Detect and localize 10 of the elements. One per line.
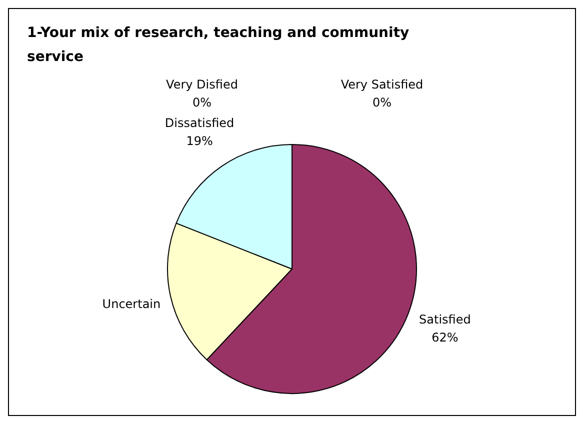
category-label: Very Disfied (166, 78, 238, 92)
data-label: 62% (432, 330, 458, 345)
chart-title: 1-Your mix of research, teaching and community service (26, 24, 410, 67)
text: 0% (192, 96, 212, 110)
text: 0% (372, 96, 392, 110)
slice-label: Dissatisfied (164, 116, 234, 130)
data-label: 19% (186, 134, 213, 148)
slice-label: Uncertain (102, 297, 161, 312)
slice-label: Satisfied (419, 312, 471, 327)
category-label: Very Satisfied (340, 78, 424, 92)
